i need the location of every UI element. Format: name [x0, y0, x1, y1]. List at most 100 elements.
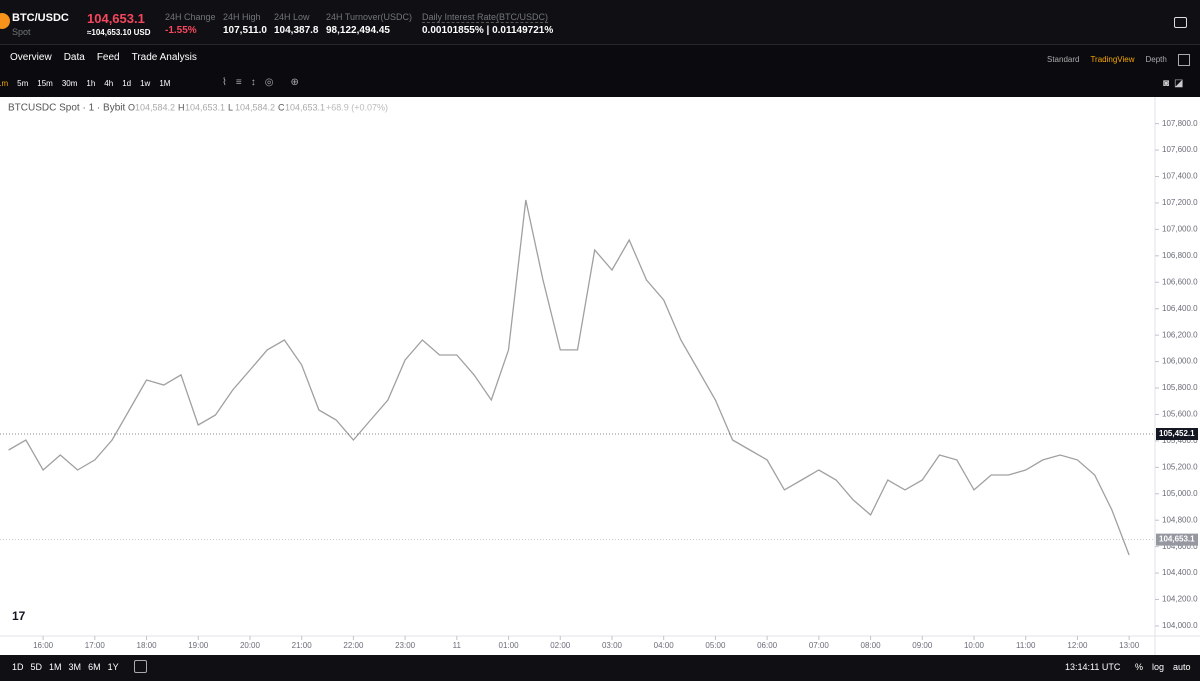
- y-tick-label: 106,400.0: [1162, 304, 1198, 313]
- compare-icon[interactable]: ↕: [250, 77, 256, 88]
- chart-actions: ◙ ◪: [1163, 78, 1184, 89]
- price-change: +68.9 (+0.07%): [326, 102, 388, 112]
- chart-bg: [0, 97, 1200, 655]
- x-tick-label: 06:00: [757, 641, 778, 650]
- x-tick-label: 01:00: [499, 641, 520, 650]
- price-line: [8, 199, 1130, 556]
- stat-value: 98,122,494.45: [326, 25, 390, 36]
- y-tick-label: 105,600.0: [1162, 410, 1198, 419]
- interval[interactable]: 1h: [86, 79, 96, 88]
- x-tick-label: 13:00: [1119, 641, 1140, 650]
- y-tick-label: 106,600.0: [1162, 277, 1198, 286]
- last-price: 104,653.1: [87, 11, 145, 26]
- stat-value: -1.55%: [165, 25, 197, 36]
- x-tick-label: 20:00: [240, 641, 261, 650]
- interval[interactable]: 30m: [61, 79, 78, 88]
- x-tick-label: 09:00: [912, 641, 933, 650]
- y-tick-label: 104,000.0: [1162, 621, 1198, 630]
- ohlc-value: 104,584.2: [135, 102, 175, 112]
- view-tab[interactable]: Standard: [1047, 55, 1080, 64]
- y-tick-label: 105,800.0: [1162, 383, 1198, 392]
- ohlc-label: O: [128, 102, 135, 112]
- stat-value: 0.00101855% | 0.01149721%: [422, 25, 554, 36]
- range-button[interactable]: 1Y: [107, 662, 119, 672]
- interval-bar: 1m 5m 15m 30m 1h 4h 1d 1w 1M: [0, 79, 170, 88]
- interval[interactable]: 15m: [37, 79, 53, 88]
- y-tick-label: 106,800.0: [1162, 251, 1198, 260]
- target-icon[interactable]: ◎: [264, 77, 274, 88]
- ohlc-value: 104,653.1: [185, 102, 225, 112]
- stat-label: 24H Turnover(USDC): [326, 12, 413, 22]
- scale-option[interactable]: auto: [1173, 662, 1191, 672]
- ticker-bar: BTC/USDC Spot 104,653.1 ≈104,653.10 USD …: [0, 0, 1200, 45]
- y-tick-label: 107,400.0: [1162, 172, 1198, 181]
- nav-tab[interactable]: Overview: [10, 52, 52, 63]
- range-button[interactable]: 6M: [88, 662, 101, 672]
- ohlc-label: L: [228, 102, 233, 112]
- y-tick-label: 106,000.0: [1162, 357, 1198, 366]
- settings-icon[interactable]: ≡: [235, 77, 242, 88]
- scale-option[interactable]: log: [1152, 662, 1165, 672]
- grid-icon[interactable]: [1178, 54, 1190, 66]
- view-tab[interactable]: TradingView: [1090, 55, 1135, 64]
- coin-icon: [0, 13, 10, 29]
- bottom-bar: 1D 5D 1M 3M 6M 1Y 13:14:11 UTC % log auto: [0, 655, 1200, 681]
- usd-price: ≈104,653.10 USD: [87, 28, 151, 37]
- x-tick-label: 12:00: [1067, 641, 1088, 650]
- interval[interactable]: 1m: [0, 79, 9, 88]
- y-tick-label: 105,200.0: [1162, 462, 1198, 471]
- y-tick-label: 104,400.0: [1162, 568, 1198, 577]
- x-tick-label: 19:00: [188, 641, 209, 650]
- stat-label: 24H High: [223, 12, 261, 22]
- interval[interactable]: 1M: [159, 79, 171, 88]
- camera-icon[interactable]: ◙: [1163, 78, 1170, 89]
- ohlc-value: 104,653.1: [285, 102, 325, 112]
- range-button[interactable]: 3M: [68, 662, 82, 672]
- add-icon[interactable]: ⊕: [290, 77, 299, 88]
- x-tick-label: 07:00: [809, 641, 830, 650]
- nav-tabs: Overview Data Feed Trade Analysis: [10, 52, 197, 63]
- x-tick-label: 21:00: [292, 641, 313, 650]
- nav-tab[interactable]: Feed: [96, 52, 120, 63]
- x-tick-label: 02:00: [550, 641, 571, 650]
- stat-label: 24H Change: [165, 12, 216, 22]
- x-tick-label: 05:00: [705, 641, 726, 650]
- tv-logo: 17: [12, 609, 26, 623]
- view-tab[interactable]: Depth: [1145, 55, 1167, 64]
- view-tabs: Standard TradingView Depth: [1047, 55, 1167, 64]
- x-tick-label: 11: [453, 641, 462, 650]
- stat-value: 107,511.0: [223, 25, 267, 36]
- nav-tab[interactable]: Data: [63, 52, 85, 63]
- range-button[interactable]: 5D: [30, 662, 43, 672]
- x-tick-label: 17:00: [85, 641, 106, 650]
- symbol[interactable]: BTC/USDC: [12, 12, 69, 24]
- stat-label: Daily Interest Rate(BTC/USDC): [422, 12, 549, 23]
- y-tick-label: 104,600.0: [1162, 542, 1198, 551]
- ohlc-label: H: [178, 102, 185, 112]
- market: Spot: [12, 27, 31, 37]
- ohlc-label: C: [278, 102, 285, 112]
- x-tick-label: 08:00: [861, 641, 882, 650]
- y-tick-label: 106,200.0: [1162, 330, 1198, 339]
- range-button[interactable]: 1D: [12, 662, 24, 672]
- x-tick-label: 11:00: [1016, 641, 1036, 650]
- indicator-icon[interactable]: ⌇: [222, 77, 227, 88]
- interval[interactable]: 5m: [17, 79, 29, 88]
- x-tick-label: 22:00: [343, 641, 364, 650]
- scale-option[interactable]: %: [1135, 662, 1144, 672]
- interval[interactable]: 1d: [122, 79, 132, 88]
- layout-icon[interactable]: [1174, 17, 1187, 28]
- y-tick-label: 107,600.0: [1162, 145, 1198, 154]
- fullscreen-icon[interactable]: ◪: [1174, 78, 1184, 89]
- nav-tab[interactable]: Trade Analysis: [131, 52, 197, 63]
- stat-value: 104,387.8: [274, 25, 319, 36]
- interval[interactable]: 4h: [104, 79, 114, 88]
- date-icon[interactable]: [134, 660, 147, 673]
- y-tick-label: 105,000.0: [1162, 489, 1198, 498]
- scale-options: % log auto: [1135, 662, 1191, 672]
- interval[interactable]: 1w: [140, 79, 151, 88]
- range-button[interactable]: 1M: [49, 662, 62, 672]
- chart: BTCUSDC Spot · 1 · Bybit 17 O 104,584.2 H 1…: [0, 97, 1200, 655]
- y-tick-label: 107,800.0: [1162, 119, 1198, 128]
